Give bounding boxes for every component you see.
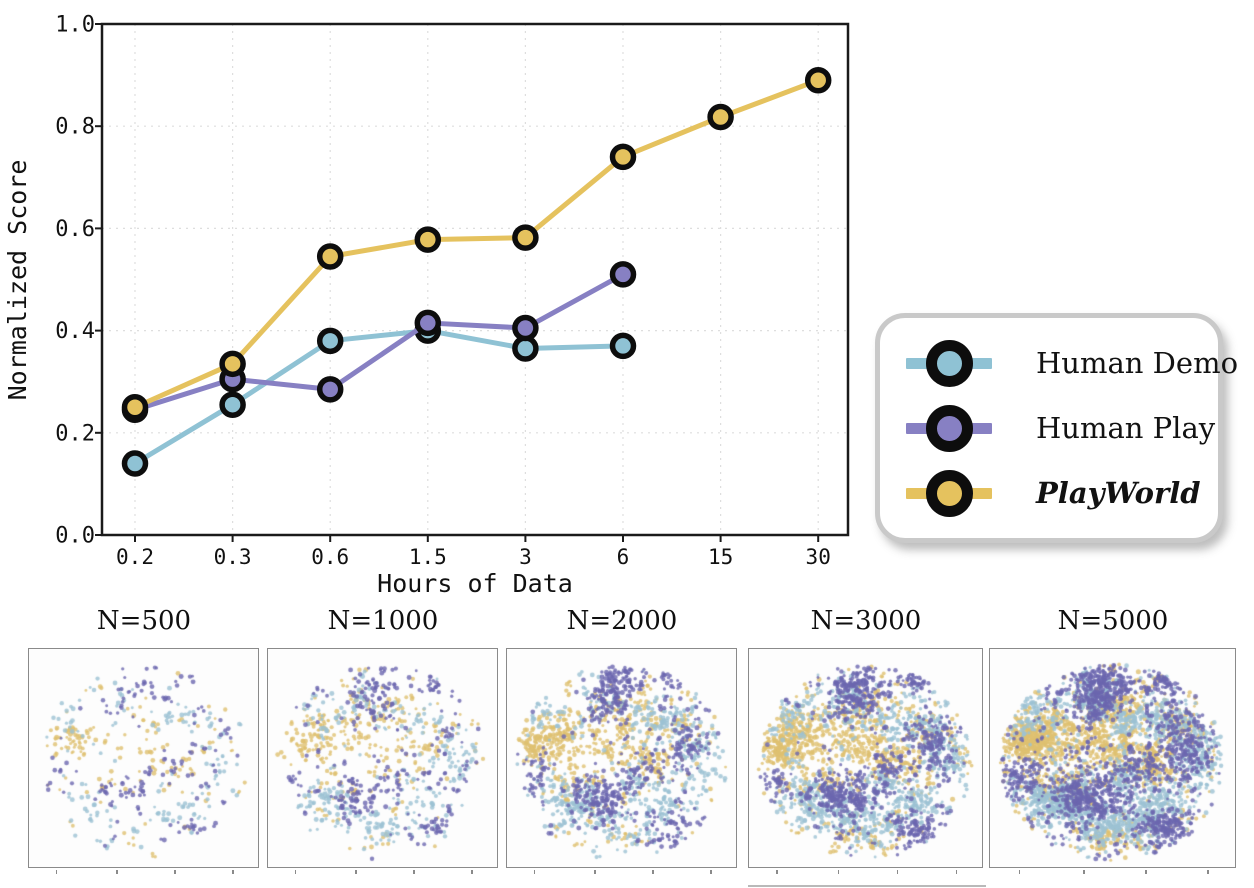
data-point-marker <box>609 332 637 360</box>
y-tick-label: 0.8 <box>55 115 95 140</box>
data-point-marker <box>316 243 344 270</box>
tsne-panel-n3000 <box>748 648 983 868</box>
data-point-marker <box>512 224 539 251</box>
data-point-marker <box>609 261 637 288</box>
panel-axis-tick <box>55 870 58 874</box>
panel-axis-tick <box>1018 870 1021 874</box>
tsne-panel-n2000 <box>506 648 737 868</box>
panel-axis-tick <box>471 870 473 874</box>
plot-border <box>100 22 850 537</box>
panel-axis-tick <box>232 870 234 874</box>
x-tick-label: 30 <box>806 545 831 569</box>
tsne-title-n5000: N=5000 <box>1057 606 1169 636</box>
line-chart: 0.2 0.3 0.6 1.5 3 6 15 30 0.0 0.2 0.4 0.6 0.8 1.0 Hour… <box>3 13 850 599</box>
y-tick-label: 0.2 <box>55 421 95 446</box>
axes: 0.2 0.3 0.6 1.5 3 6 15 30 0.0 0.2 0.4 0.6 0.8 1.0 Hour… <box>3 13 831 599</box>
tsne-title-n2000: N=2000 <box>566 606 678 636</box>
legend-item-playworld: PlayWorld <box>906 469 1218 517</box>
panel-axis-tick <box>413 870 415 874</box>
y-tick-label: 0.0 <box>55 524 95 549</box>
x-tick-label: 0.3 <box>214 545 252 569</box>
legend-box: Human Demo Human Play PlayWorld <box>875 313 1238 543</box>
legend-label-human-play: Human Play <box>1036 411 1216 445</box>
legend-label-playworld: PlayWorld <box>1036 476 1201 510</box>
panel-axis-tick <box>776 870 778 874</box>
human-play-marker-icon <box>906 404 1014 452</box>
data-point-marker <box>707 103 734 131</box>
data-point-marker <box>316 327 344 355</box>
x-tick-label: 1.5 <box>409 545 447 569</box>
panel-axis-tick <box>1207 870 1209 874</box>
data-point-marker <box>804 66 832 94</box>
panel-axis-tick <box>1083 870 1085 874</box>
panel-axis-tick <box>174 870 176 874</box>
data-point-marker <box>609 143 637 171</box>
tsne-panel-n1000 <box>267 648 498 868</box>
tsne-panel-n500 <box>28 648 259 868</box>
legend-label-human-demo: Human Demo <box>1036 346 1239 380</box>
x-tick-label: 15 <box>708 545 733 569</box>
tsne-title-n500: N=500 <box>96 606 192 636</box>
x-tick-label: 0.6 <box>311 545 349 569</box>
panel-axis-tick <box>594 870 596 874</box>
panel-axis-tick <box>1145 870 1147 874</box>
panel-n3000-baseline <box>748 885 986 887</box>
data-point-marker <box>121 394 149 421</box>
series-human-demo <box>121 317 637 477</box>
panel-axis-tick <box>355 870 357 874</box>
human-demo-marker-icon <box>906 339 1014 387</box>
x-axis-title: Hours of Data <box>377 569 573 598</box>
x-tick-label: 0.2 <box>116 545 154 569</box>
data-point-marker <box>316 376 344 403</box>
panel-axis-tick <box>652 870 654 874</box>
x-tick-label: 6 <box>617 545 630 569</box>
legend-item-human-play: Human Play <box>906 404 1218 452</box>
playworld-marker-icon <box>906 469 1014 517</box>
data-point-marker <box>219 391 246 418</box>
panel-axis-tick <box>896 870 899 874</box>
series-human-play <box>121 261 637 424</box>
panel-axis-tick <box>533 870 536 874</box>
y-axis-title: Normalized Score <box>3 160 32 401</box>
x-tick-label: 3 <box>519 545 532 569</box>
grid-lines <box>102 24 848 535</box>
panel-axis-tick <box>837 870 840 874</box>
legend-item-human-demo: Human Demo <box>906 339 1238 387</box>
y-tick-label: 0.6 <box>55 217 95 242</box>
data-point-marker <box>219 350 246 378</box>
panel-axis-tick <box>116 870 118 874</box>
y-tick-label: 0.4 <box>55 319 95 344</box>
panel-axis-tick <box>710 870 712 874</box>
data-point-marker <box>512 314 539 342</box>
tsne-title-n1000: N=1000 <box>327 606 439 636</box>
series-playworld <box>121 66 832 421</box>
data-point-marker <box>414 226 442 253</box>
panel-axis-tick <box>294 870 297 874</box>
data-point-marker <box>414 309 442 337</box>
y-tick-label: 1.0 <box>55 13 95 38</box>
data-point-marker <box>121 450 149 477</box>
tsne-title-n3000: N=3000 <box>810 606 922 636</box>
tsne-panel-n5000 <box>989 648 1236 868</box>
panel-axis-tick <box>955 870 958 874</box>
